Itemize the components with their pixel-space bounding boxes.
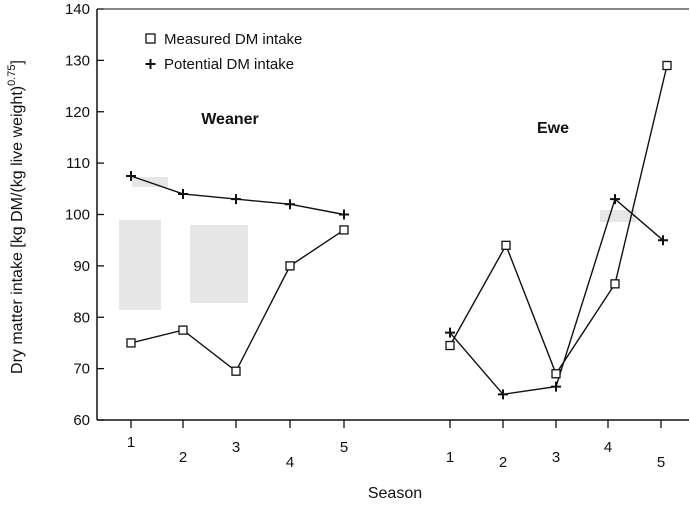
legend-label-measured: Measured DM intake: [164, 31, 302, 48]
data-point-plus: [285, 199, 295, 210]
y-axis-ticks: 60 70 80 90 100 110 120 130 140: [65, 1, 104, 429]
x-tick-label: 3: [552, 449, 560, 466]
y-tick-label: 120: [65, 104, 90, 121]
x-tick-label: 4: [286, 454, 294, 471]
data-point-square: [126, 338, 136, 348]
y-axis-label: Dry matter intake [kg DM/(kg live weight…: [9, 86, 26, 374]
data-point-square: [662, 60, 672, 71]
data-point-square: [501, 240, 511, 250]
y-tick-label: 130: [65, 52, 90, 69]
data-point-square: [231, 366, 241, 376]
y-tick-label: 100: [65, 207, 90, 224]
x-tick-label: 1: [127, 434, 135, 451]
data-point-square: [445, 340, 455, 351]
data-point-plus: [551, 381, 561, 392]
data-point-plus: [339, 209, 349, 220]
legend-plus-icon: [145, 59, 156, 69]
y-tick-label: 80: [73, 309, 90, 326]
data-point-square: [551, 369, 561, 379]
x-tick-label: 5: [657, 454, 665, 471]
x-axis-label: Season: [368, 485, 422, 502]
data-point-square: [339, 225, 349, 235]
data-point-plus: [178, 188, 188, 199]
data-point-square: [178, 325, 188, 335]
data-point-plus: [445, 327, 455, 338]
y-tick-label: 70: [73, 361, 90, 378]
data-point-square: [610, 279, 620, 289]
svg-text:Dry matter intake [kg DM/(kg l: Dry matter intake [kg DM/(kg live weight…: [6, 60, 26, 374]
data-point-plus: [126, 170, 136, 181]
group-label-ewe: Ewe: [537, 120, 569, 137]
y-axis-label-superscript: 0.75: [6, 64, 18, 85]
y-tick-label: 140: [65, 1, 90, 18]
x-tick-label: 2: [499, 454, 507, 471]
data-point-plus: [658, 235, 668, 246]
y-axis-label-close: ]: [9, 60, 26, 64]
data-point-square: [285, 261, 295, 271]
y-axis-label-group: Dry matter intake [kg DM/(kg live weight…: [6, 60, 26, 374]
data-point-plus: [231, 194, 241, 205]
shaded-background: [119, 177, 636, 310]
legend: Measured DM intake Potential DM intake: [145, 31, 302, 73]
legend-label-potential: Potential DM intake: [164, 56, 294, 73]
series-line-ewe-potential: [449, 197, 664, 396]
data-point-plus: [498, 389, 508, 400]
x-axis-ticks: 1 2 3 4 5 1 2 3 4 5: [127, 420, 665, 471]
shaded-region: [119, 220, 161, 310]
data-points: [126, 60, 672, 400]
data-point-plus: [610, 194, 620, 205]
shaded-region: [190, 225, 248, 303]
legend-square-icon: [145, 33, 156, 44]
group-label-weaner: Weaner: [201, 111, 259, 128]
x-tick-label: 1: [446, 449, 454, 466]
x-tick-label: 5: [340, 439, 348, 456]
y-tick-label: 60: [73, 412, 90, 429]
x-tick-label: 2: [179, 449, 187, 466]
y-tick-label: 110: [66, 155, 90, 172]
x-tick-label: 4: [604, 439, 612, 456]
y-tick-label: 90: [73, 258, 90, 275]
x-tick-label: 3: [232, 439, 240, 456]
